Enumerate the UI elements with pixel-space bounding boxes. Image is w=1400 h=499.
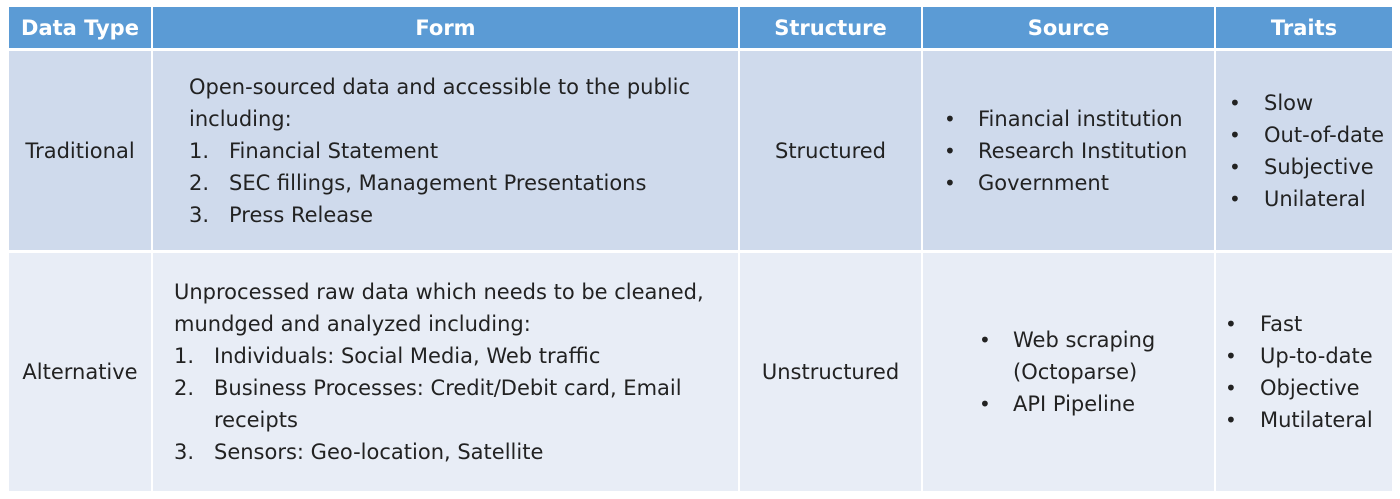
bullet-icon: • [1225, 312, 1237, 336]
bullet-icon: • [944, 106, 956, 131]
bullet-icon: • [1229, 122, 1241, 147]
bullet-icon: • [1229, 186, 1241, 211]
form-list: 1. Financial Statement 2. SEC fillings, Ma… [189, 135, 732, 231]
cell-traits: • Slow • Out-of-date • Subjective • Unilater… [1215, 49, 1392, 253]
list-item: • API Pipeline [979, 388, 1210, 420]
bullet-icon: • [944, 170, 956, 195]
traits-list: • Fast • Up-to-date • Objective • Mutilatera… [1225, 308, 1390, 436]
cell-traits: • Fast • Up-to-date • Objective • Mutilatera… [1215, 251, 1392, 491]
list-item: • Subjective [1229, 151, 1390, 183]
form-list: 1. Individuals: Social Media, Web traffic… [174, 340, 732, 468]
list-item: • Mutilateral [1225, 404, 1390, 436]
list-item: • Government [944, 167, 1210, 199]
list-item: • Web scraping (Octoparse) [979, 324, 1210, 388]
cell-data-type: Alternative [9, 251, 153, 491]
cell-structure: Structured [739, 49, 923, 253]
header-structure: Structure [739, 7, 923, 51]
table-row-alternative: Alternative Unprocessed raw data which n… [9, 251, 1392, 491]
header-form: Form [152, 7, 740, 51]
bullet-icon: • [1225, 344, 1237, 368]
list-item: • Objective [1225, 372, 1390, 404]
cell-source: • Financial institution • Research Institu… [922, 49, 1216, 253]
header-row: Data Type Form Structure Source Traits [9, 7, 1392, 51]
bullet-icon: • [1229, 154, 1241, 179]
bullet-icon: • [979, 392, 991, 416]
form-intro: Unprocessed raw data which needs to be c… [174, 280, 704, 336]
list-item: • Unilateral [1229, 183, 1390, 215]
table-row-traditional: Traditional Open-sourced data and access… [9, 49, 1392, 253]
list-item: 3. Sensors: Geo-location, Satellite [174, 440, 544, 464]
data-type-comparison-table: Data Type Form Structure Source Traits T… [9, 7, 1392, 491]
cell-form: Open-sourced data and accessible to the … [152, 49, 740, 253]
bullet-icon: • [1229, 90, 1241, 115]
bullet-icon: • [1225, 408, 1237, 432]
list-item: • Financial institution [944, 103, 1210, 135]
bullet-icon: • [979, 328, 991, 352]
cell-source: • Web scraping (Octoparse) • API Pipeline [922, 251, 1216, 491]
header-data-type: Data Type [9, 7, 153, 51]
bullet-icon: • [1225, 376, 1237, 400]
header-source: Source [922, 7, 1216, 51]
cell-structure: Unstructured [739, 251, 923, 491]
list-item: • Up-to-date [1225, 340, 1390, 372]
list-item: 1. Individuals: Social Media, Web traffic [174, 344, 601, 368]
form-intro: Open-sourced data and accessible to the … [189, 74, 691, 131]
list-item: 3. Press Release [189, 202, 373, 227]
source-list: • Financial institution • Research Institu… [944, 103, 1210, 199]
list-item: 1. Financial Statement [189, 138, 439, 163]
list-item: • Slow [1229, 87, 1390, 119]
traits-list: • Slow • Out-of-date • Subjective • Unilater… [1229, 87, 1390, 215]
source-list: • Web scraping (Octoparse) • API Pipeline [979, 324, 1210, 420]
list-item: 2. Business Processes: Credit/Debit card,… [174, 376, 682, 432]
header-traits: Traits [1215, 7, 1392, 51]
list-item: • Research Institution [944, 135, 1210, 167]
cell-form: Unprocessed raw data which needs to be c… [152, 251, 740, 491]
cell-data-type: Traditional [9, 49, 153, 253]
list-item: 2. SEC fillings, Management Presentations [189, 170, 647, 195]
comparison-table: Data Type Form Structure Source Traits T… [9, 7, 1392, 491]
list-item: • Out-of-date [1229, 119, 1390, 151]
bullet-icon: • [944, 138, 956, 163]
list-item: • Fast [1225, 308, 1390, 340]
